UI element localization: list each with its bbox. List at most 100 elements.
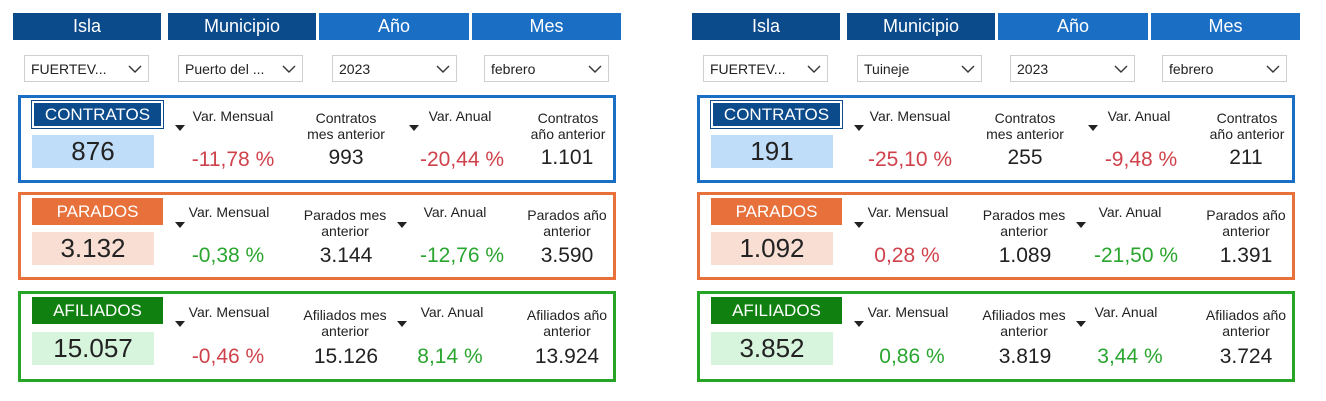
- filter-isla[interactable]: FUERTEV...: [703, 55, 828, 82]
- chevron-down-icon: [430, 56, 456, 81]
- afiliados-badge: AFILIADOS: [711, 297, 842, 324]
- filter-municipio[interactable]: Puerto del ...: [178, 55, 303, 82]
- var-mensual-label: Var. Mensual: [188, 204, 270, 220]
- var-mensual-label: Var. Mensual: [867, 204, 949, 220]
- var-anual-value: -21,50 %: [1093, 244, 1179, 267]
- filter-mes[interactable]: febrero: [484, 55, 609, 82]
- prev-year-label-line2: anterior: [1222, 323, 1270, 339]
- prev-year-label-line1: Afiliados año: [526, 307, 608, 323]
- var-mensual-value: -11,78 %: [191, 148, 275, 171]
- prev-month-label-line2: mes anterior: [986, 126, 1064, 142]
- prev-year-label-line1: Parados año: [527, 207, 607, 223]
- contratos-badge: CONTRATOS: [31, 100, 164, 129]
- var-anual-label: Var. Anual: [423, 204, 487, 220]
- sort-desc-icon[interactable]: [1076, 222, 1086, 228]
- var-mensual-label: Var. Mensual: [869, 108, 951, 124]
- prev-month-label-line1: Contratos: [994, 110, 1056, 126]
- afiliados-value: 15.057: [32, 332, 154, 365]
- prev-year-label: Contratos año anterior: [522, 110, 614, 142]
- card-parados: PARADOS 3.132 Var. Mensual -0,38 % Parad…: [18, 192, 616, 280]
- filter-isla-value: FUERTEV...: [31, 60, 107, 77]
- prev-year-value: 211: [1229, 146, 1263, 169]
- sort-desc-icon[interactable]: [397, 321, 407, 327]
- filter-municipio[interactable]: Tuineje: [857, 55, 982, 82]
- filter-mes[interactable]: febrero: [1162, 55, 1287, 82]
- sort-desc-icon[interactable]: [854, 125, 864, 131]
- var-mensual-label: Var. Mensual: [192, 108, 274, 124]
- filter-anio[interactable]: 2023: [332, 55, 457, 82]
- header-mes: Mes: [1151, 13, 1300, 40]
- parados-badge: PARADOS: [711, 198, 842, 225]
- header-anio: Año: [998, 13, 1148, 40]
- card-contratos: CONTRATOS 191 Var. Mensual -25,10 % Cont…: [697, 95, 1295, 183]
- card-parados: PARADOS 1.092 Var. Mensual 0,28 % Parado…: [697, 192, 1295, 280]
- header-isla: Isla: [692, 13, 840, 40]
- var-mensual-value: -25,10 %: [867, 148, 953, 171]
- var-anual-label: Var. Anual: [420, 304, 484, 320]
- filter-anio[interactable]: 2023: [1010, 55, 1135, 82]
- var-anual-value: -20,44 %: [419, 148, 505, 171]
- filter-anio-value: 2023: [339, 60, 371, 77]
- filter-isla[interactable]: FUERTEV...: [24, 55, 149, 82]
- prev-year-label: Afiliados año anterior: [517, 307, 617, 339]
- prev-year-label-line1: Parados año: [1206, 207, 1286, 223]
- var-mensual-label: Var. Mensual: [188, 304, 270, 320]
- prev-month-label-line2: anterior: [321, 323, 369, 339]
- prev-month-label-line1: Afiliados mes: [303, 307, 387, 323]
- prev-year-label: Parados año anterior: [1196, 207, 1296, 239]
- var-mensual-value: -0,38 %: [191, 244, 265, 267]
- sort-desc-icon[interactable]: [175, 125, 185, 131]
- chevron-down-icon: [582, 56, 608, 81]
- prev-year-label-line2: anterior: [543, 223, 591, 239]
- prev-year-label-line1: Contratos: [537, 110, 599, 126]
- contratos-value: 191: [711, 135, 833, 168]
- prev-year-label-line2: anterior: [1222, 223, 1270, 239]
- panel-left: Isla Municipio Año Mes FUERTEV... Puerto…: [13, 0, 625, 401]
- prev-year-label-line1: Afiliados año: [1205, 307, 1287, 323]
- var-anual-value: 8,14 %: [417, 345, 483, 368]
- card-contratos: CONTRATOS 876 Var. Mensual -11,78 % Cont…: [18, 95, 616, 183]
- chevron-down-icon: [801, 56, 827, 81]
- var-anual-value: 3,44 %: [1097, 345, 1163, 368]
- afiliados-value: 3.852: [711, 332, 833, 365]
- parados-badge: PARADOS: [32, 198, 163, 225]
- filter-municipio-value: Puerto del ...: [185, 60, 265, 77]
- var-mensual-label: Var. Mensual: [867, 304, 949, 320]
- sort-desc-icon[interactable]: [397, 222, 407, 228]
- prev-year-label-line2: anterior: [543, 323, 591, 339]
- prev-month-label-line2: anterior: [321, 223, 369, 239]
- filter-anio-value: 2023: [1017, 60, 1049, 77]
- prev-month-label-line2: mes anterior: [307, 126, 385, 142]
- prev-year-value: 13.924: [534, 345, 600, 368]
- prev-month-label-line2: anterior: [1000, 223, 1048, 239]
- prev-month-label-line1: Contratos: [315, 110, 377, 126]
- header-anio: Año: [319, 13, 469, 40]
- sort-desc-icon[interactable]: [175, 321, 185, 327]
- prev-month-label: Afiliados mes anterior: [972, 307, 1076, 339]
- parados-value: 1.092: [711, 232, 833, 265]
- filter-mes-value: febrero: [1169, 60, 1214, 77]
- header-isla: Isla: [13, 13, 161, 40]
- sort-desc-icon[interactable]: [409, 125, 419, 131]
- var-mensual-value: -0,46 %: [191, 345, 265, 368]
- sort-desc-icon[interactable]: [1076, 321, 1086, 327]
- sort-desc-icon[interactable]: [854, 321, 864, 327]
- chevron-down-icon: [276, 56, 302, 81]
- var-mensual-value: 0,86 %: [879, 345, 945, 368]
- prev-year-label-line1: Contratos: [1216, 110, 1278, 126]
- sort-desc-icon[interactable]: [1088, 125, 1098, 131]
- prev-month-label: Afiliados mes anterior: [293, 307, 397, 339]
- chevron-down-icon: [955, 56, 981, 81]
- var-anual-value: -9,48 %: [1104, 148, 1178, 171]
- sort-desc-icon[interactable]: [854, 222, 864, 228]
- prev-year-value: 1.391: [1219, 244, 1273, 267]
- prev-year-value: 3.590: [540, 244, 594, 267]
- var-mensual-value: 0,28 %: [874, 244, 940, 267]
- prev-month-label-line1: Afiliados mes: [982, 307, 1066, 323]
- sort-desc-icon[interactable]: [175, 222, 185, 228]
- card-afiliados: AFILIADOS 15.057 Var. Mensual -0,46 % Af…: [18, 291, 616, 382]
- prev-month-label: Parados mes anterior: [293, 207, 397, 239]
- prev-year-label: Contratos año anterior: [1201, 110, 1293, 142]
- prev-year-label-line2: año anterior: [1209, 126, 1285, 142]
- afiliados-badge: AFILIADOS: [32, 297, 163, 324]
